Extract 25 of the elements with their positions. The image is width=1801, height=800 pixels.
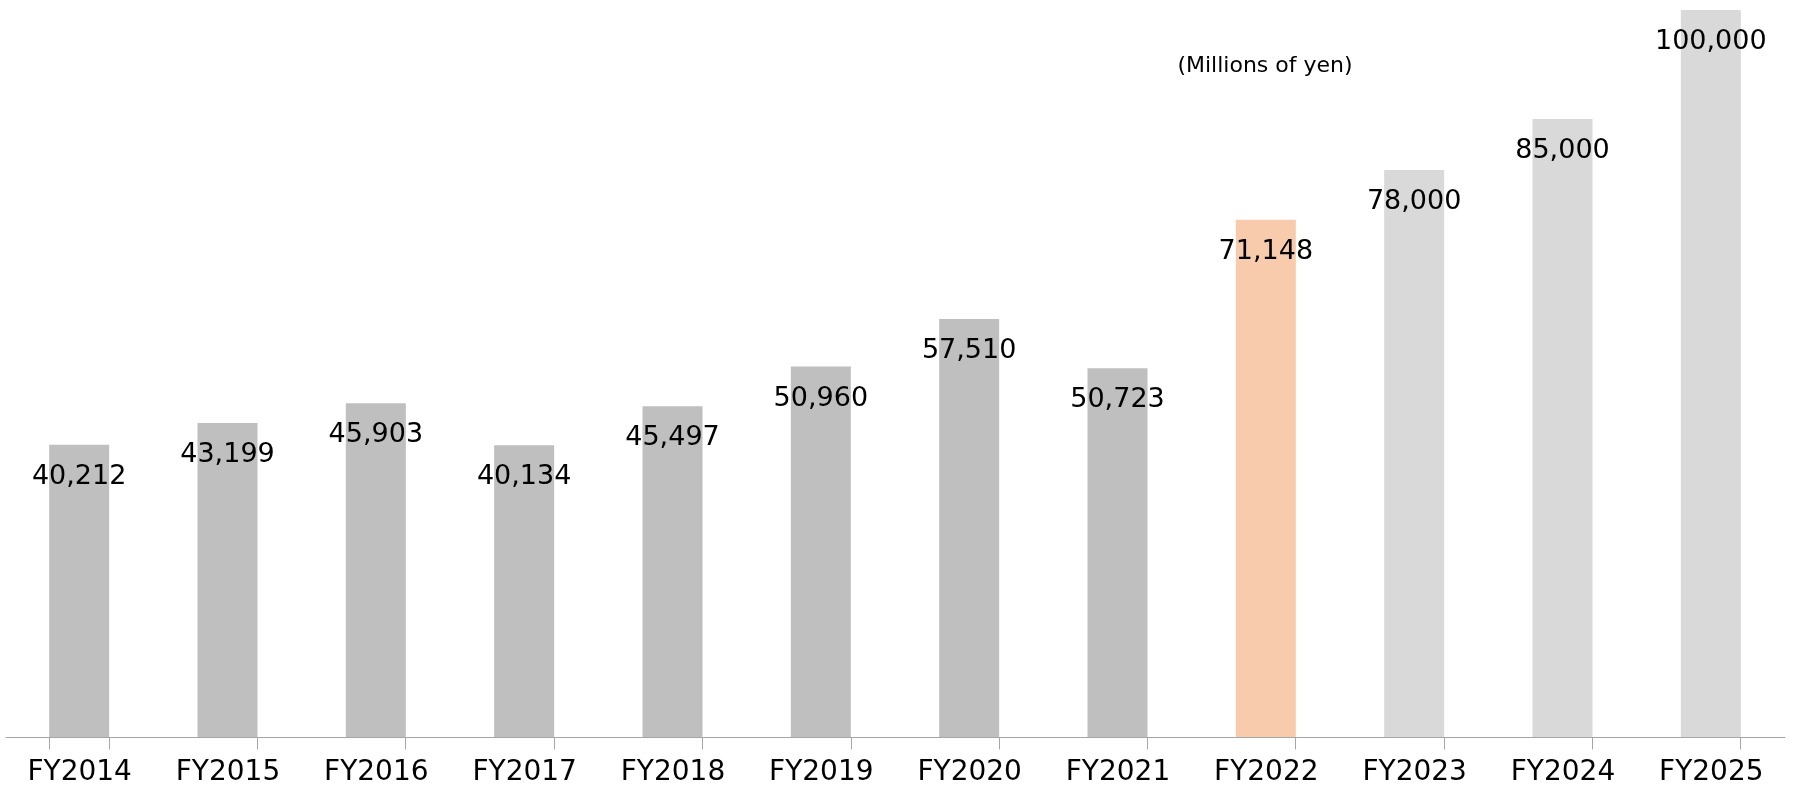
data-label: 50,960	[773, 380, 869, 412]
data-label: 40,134	[476, 459, 572, 491]
annotation: (Millions of yen)	[1177, 52, 1353, 77]
x-tick-label: FY2017	[472, 753, 577, 787]
x-tick-label: FY2020	[917, 753, 1022, 787]
data-label: 78,000	[1366, 183, 1462, 215]
data-label: 50,723	[1070, 382, 1165, 414]
x-tick-label: FY2014	[27, 753, 132, 787]
data-label: 85,000	[1515, 133, 1610, 165]
data-label: 71,148	[1218, 233, 1314, 265]
x-tick-label: FY2015	[175, 753, 281, 787]
x-tick-label: FY2025	[1659, 753, 1764, 787]
x-tick-label: FY2023	[1362, 753, 1467, 787]
data-label: 45,497	[625, 420, 720, 452]
data-label: 43,199	[180, 436, 275, 468]
data-label: 100,000	[1655, 24, 1767, 55]
data-label: 40,212	[31, 458, 127, 490]
x-tick-label: FY2016	[324, 753, 429, 787]
x-tick-label: FY2022	[1214, 753, 1319, 787]
data-label: 45,903	[328, 417, 424, 449]
x-tick-label: FY2021	[1065, 753, 1171, 787]
x-tick-label: FY2024	[1510, 753, 1616, 787]
x-tick-label: FY2018	[620, 753, 726, 787]
data-label: 57,510	[921, 332, 1017, 364]
x-tick-label: FY2019	[769, 753, 874, 787]
